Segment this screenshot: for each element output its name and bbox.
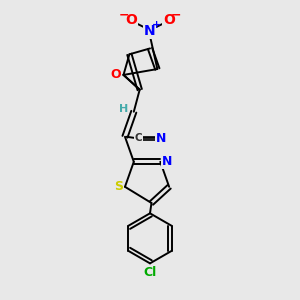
Text: −: − xyxy=(170,9,181,22)
Text: N: N xyxy=(156,132,166,145)
Text: O: O xyxy=(163,14,175,27)
Text: S: S xyxy=(114,180,123,193)
Text: N: N xyxy=(162,155,172,168)
Text: −: − xyxy=(119,9,130,22)
Text: +: + xyxy=(152,20,161,30)
Text: N: N xyxy=(144,24,156,38)
Text: H: H xyxy=(119,104,128,114)
Text: C: C xyxy=(134,133,142,143)
Text: Cl: Cl xyxy=(143,266,157,279)
Text: O: O xyxy=(125,14,137,27)
Text: O: O xyxy=(111,68,122,81)
